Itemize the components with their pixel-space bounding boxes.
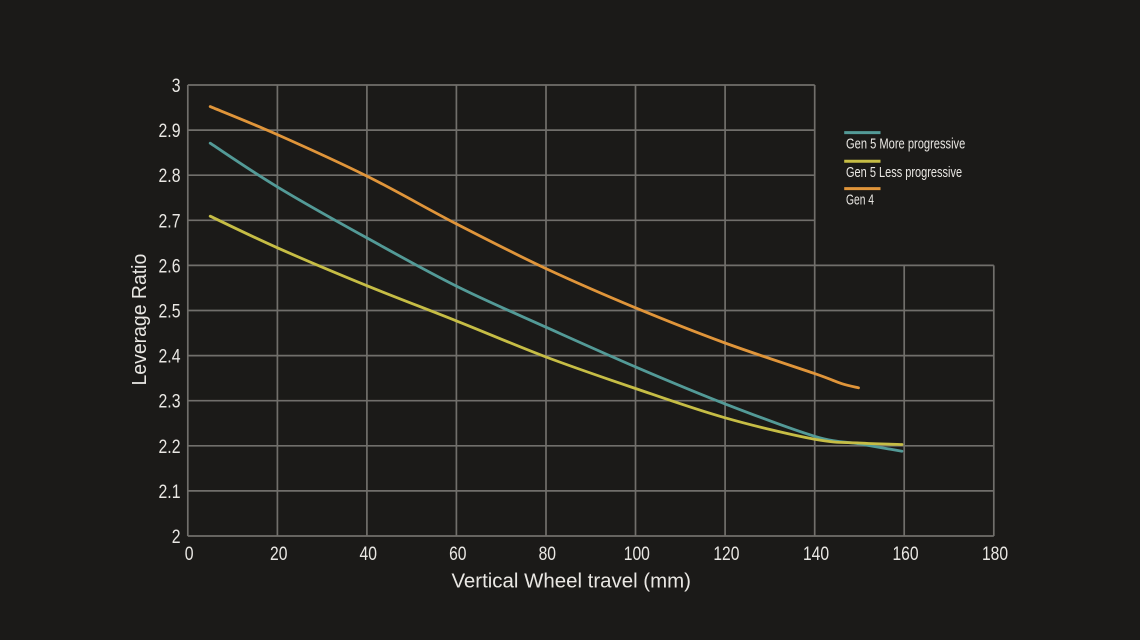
- svg-text:2.4: 2.4: [159, 346, 181, 368]
- svg-text:Gen 5 More progressive: Gen 5 More progressive: [846, 136, 965, 153]
- svg-text:2.9: 2.9: [159, 120, 181, 142]
- svg-text:2.2: 2.2: [159, 436, 181, 458]
- svg-text:Leverage Ratio: Leverage Ratio: [129, 254, 151, 386]
- svg-text:80: 80: [539, 543, 557, 565]
- svg-text:2: 2: [172, 526, 181, 548]
- svg-text:2.6: 2.6: [159, 255, 181, 277]
- svg-text:3: 3: [172, 75, 181, 97]
- svg-text:Gen 4: Gen 4: [846, 192, 874, 209]
- svg-text:60: 60: [449, 543, 467, 565]
- svg-text:2.8: 2.8: [159, 165, 181, 187]
- svg-text:2.5: 2.5: [159, 301, 181, 323]
- svg-text:100: 100: [624, 543, 650, 565]
- svg-text:120: 120: [713, 543, 739, 565]
- svg-text:2.7: 2.7: [159, 210, 181, 232]
- svg-text:2.3: 2.3: [159, 391, 181, 413]
- svg-text:160: 160: [892, 543, 918, 565]
- svg-text:Vertical Wheel travel (mm): Vertical Wheel travel (mm): [451, 570, 691, 593]
- svg-text:Gen 5 Less progressive: Gen 5 Less progressive: [846, 164, 962, 181]
- svg-text:40: 40: [360, 543, 378, 565]
- svg-text:0: 0: [185, 543, 194, 565]
- svg-text:20: 20: [270, 543, 288, 565]
- svg-text:2.1: 2.1: [159, 481, 181, 503]
- svg-text:140: 140: [803, 543, 829, 565]
- svg-text:180: 180: [982, 543, 1008, 565]
